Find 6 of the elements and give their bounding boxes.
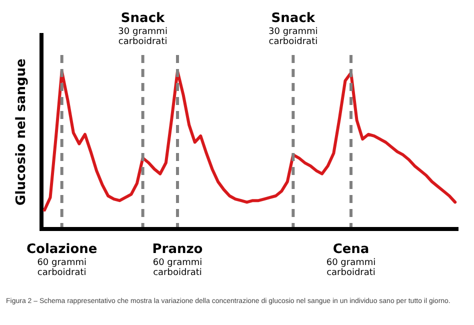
x-tick-label: Colazione 60 grammi carboidrati: [26, 242, 98, 278]
x-tick-label: Snack 30 grammi carboidrati: [118, 11, 168, 47]
x-tick-label: Snack 30 grammi carboidrati: [268, 11, 318, 47]
x-tick-label: Pranzo 60 grammi carboidrati: [152, 242, 203, 278]
y-axis-title: Glucosio nel sangue: [14, 58, 30, 206]
x-tick-label: Cena 60 grammi carboidrati: [326, 242, 376, 278]
